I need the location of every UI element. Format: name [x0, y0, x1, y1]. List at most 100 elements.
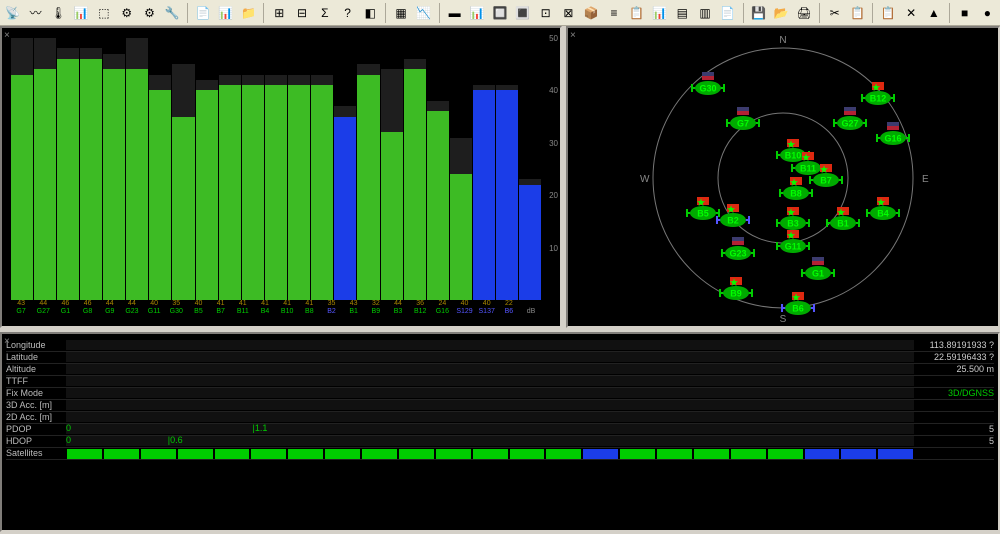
bar-label: 35B2 — [320, 300, 342, 326]
toolbar-button-34[interactable]: ✂ — [824, 2, 846, 24]
toolbar-button-24[interactable]: 📦 — [580, 2, 602, 24]
signal-bar-B6 — [519, 38, 541, 300]
svg-text:★: ★ — [787, 207, 796, 217]
toolbar-button-31[interactable]: 💾 — [748, 2, 770, 24]
toolbar-button-32[interactable]: 📂 — [770, 2, 792, 24]
toolbar-button-21[interactable]: 🔳 — [512, 2, 534, 24]
toolbar-button-19[interactable]: 📊 — [466, 2, 488, 24]
signal-bar-B10 — [288, 38, 310, 300]
signal-bar-G1 — [57, 38, 79, 300]
svg-text:G16: G16 — [884, 133, 901, 143]
sat-strip-segment — [362, 449, 397, 459]
sat-strip-segment — [399, 449, 434, 459]
satellite-G11: ★G11 — [777, 230, 809, 253]
toolbar-button-10[interactable]: 📁 — [238, 2, 260, 24]
toolbar-button-18[interactable]: ▬ — [444, 2, 466, 24]
sat-strip-segment — [546, 449, 581, 459]
svg-text:G23: G23 — [729, 248, 746, 258]
bar-label: 41B11 — [232, 300, 254, 326]
toolbar-button-22[interactable]: ⊡ — [535, 2, 557, 24]
svg-text:★: ★ — [787, 230, 796, 240]
toolbar-button-23[interactable]: ⊠ — [558, 2, 580, 24]
sat-strip-segment — [583, 449, 618, 459]
svg-text:G1: G1 — [812, 268, 824, 278]
bar-label: 46G1 — [54, 300, 76, 326]
toolbar-button-28[interactable]: ▤ — [671, 2, 693, 24]
satellite-B4: ★B4 — [867, 197, 899, 220]
toolbar-button-40[interactable]: ● — [977, 2, 999, 24]
signal-bar-G11 — [149, 38, 171, 300]
svg-text:B5: B5 — [697, 208, 709, 218]
toolbar-button-35[interactable]: 📋 — [847, 2, 869, 24]
satellite-B1: ★B1 — [827, 207, 859, 230]
toolbar-button-9[interactable]: 📊 — [215, 2, 237, 24]
sat-strip-segment — [215, 449, 250, 459]
close-icon[interactable]: × — [4, 336, 10, 347]
toolbar-button-13[interactable]: Σ — [314, 2, 336, 24]
toolbar-button-16[interactable]: ▦ — [390, 2, 412, 24]
toolbar-button-36[interactable]: 📋 — [877, 2, 899, 24]
toolbar-button-12[interactable]: ⊟ — [291, 2, 313, 24]
toolbar-button-3[interactable]: 📊 — [70, 2, 92, 24]
close-icon[interactable]: × — [4, 30, 10, 41]
bar-label: 41B7 — [210, 300, 232, 326]
toolbar-button-2[interactable]: 🌡 — [48, 2, 70, 24]
close-icon[interactable]: × — [570, 30, 576, 41]
signal-bar-G23 — [126, 38, 148, 300]
svg-text:★: ★ — [727, 204, 736, 214]
toolbar-button-38[interactable]: ▲ — [923, 2, 945, 24]
svg-text:B6: B6 — [792, 303, 804, 313]
toolbar-button-6[interactable]: ⚙ — [139, 2, 161, 24]
sat-strip-segment — [104, 449, 139, 459]
sat-strip-segment — [841, 449, 876, 459]
toolbar-button-5[interactable]: ⚙ — [116, 2, 138, 24]
toolbar-button-20[interactable]: 🔲 — [489, 2, 511, 24]
svg-text:★: ★ — [820, 164, 829, 174]
svg-text:G30: G30 — [699, 83, 716, 93]
bar-label: 44B3 — [387, 300, 409, 326]
sat-strip-segment — [694, 449, 729, 459]
toolbar-button-30[interactable]: 📄 — [717, 2, 739, 24]
svg-text:★: ★ — [697, 197, 706, 207]
toolbar-button-25[interactable]: ≡ — [603, 2, 625, 24]
toolbar-button-37[interactable]: ✕ — [900, 2, 922, 24]
toolbar-button-8[interactable]: 📄 — [192, 2, 214, 24]
toolbar-button-29[interactable]: ▥ — [694, 2, 716, 24]
toolbar-button-17[interactable]: 📉 — [413, 2, 435, 24]
svg-text:★: ★ — [792, 292, 801, 302]
sat-strip-segment — [731, 449, 766, 459]
svg-text:B2: B2 — [727, 215, 739, 225]
signal-bar-B5 — [196, 38, 218, 300]
toolbar-button-15[interactable]: ◧ — [359, 2, 381, 24]
toolbar-button-0[interactable]: 📡 — [2, 2, 24, 24]
svg-text:★: ★ — [877, 197, 886, 207]
signal-bar-B3 — [404, 38, 426, 300]
svg-text:N: N — [779, 35, 786, 46]
svg-text:★: ★ — [837, 207, 846, 217]
toolbar-button-39[interactable]: ■ — [954, 2, 976, 24]
toolbar-button-27[interactable]: 📊 — [649, 2, 671, 24]
satellite-G27: G27 — [834, 107, 866, 130]
satellite-B12: ★B12 — [862, 82, 894, 105]
bar-label: 43G7 — [10, 300, 32, 326]
signal-strength-panel: × 43G744G2746G146G844G944G2340G1135G3040… — [0, 26, 562, 328]
signal-bar-S137 — [496, 38, 518, 300]
toolbar-button-14[interactable]: ? — [337, 2, 359, 24]
satellite-G7: G7 — [727, 107, 759, 130]
sat-strip-segment — [805, 449, 840, 459]
toolbar-button-33[interactable]: 🖨 — [793, 2, 815, 24]
bar-label: 40S137 — [476, 300, 498, 326]
sat-strip-segment — [288, 449, 323, 459]
sat-strip-segment — [657, 449, 692, 459]
toolbar-button-1[interactable]: 〰 — [25, 2, 47, 24]
toolbar-button-4[interactable]: ⬚ — [93, 2, 115, 24]
bar-label: 44G23 — [121, 300, 143, 326]
info-row-satellites: Satellites — [6, 448, 994, 460]
toolbar-button-7[interactable]: 🔧 — [161, 2, 183, 24]
svg-text:B3: B3 — [787, 218, 799, 228]
toolbar-button-11[interactable]: ⊞ — [268, 2, 290, 24]
bar-label: 40B5 — [187, 300, 209, 326]
info-row-ttff: TTFF — [6, 376, 994, 388]
signal-bar-B2 — [334, 38, 356, 300]
toolbar-button-26[interactable]: 📋 — [626, 2, 648, 24]
